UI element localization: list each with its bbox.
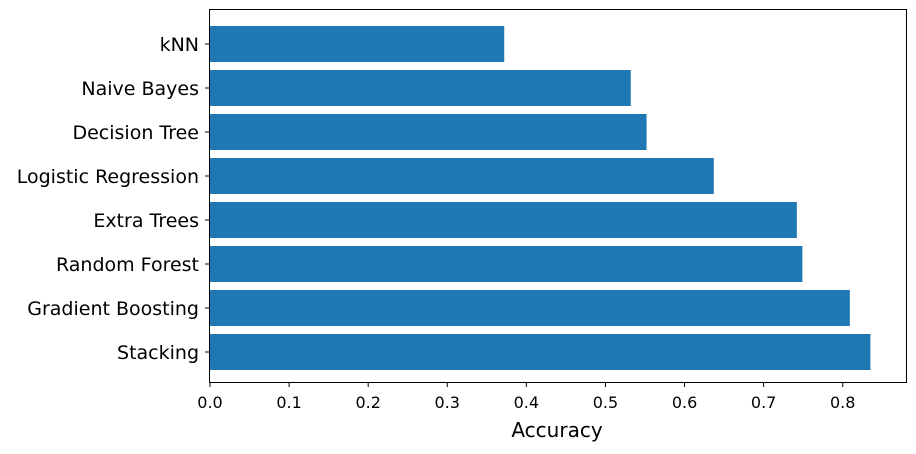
x-tick-label: 0.5	[593, 393, 618, 412]
bar-stacking	[210, 334, 871, 370]
y-tick-label: Naive Bayes	[81, 78, 199, 100]
x-tick-label: 0.2	[355, 393, 380, 412]
x-tick-label: 0.4	[514, 393, 539, 412]
x-axis: 0.0 0.1 0.2 0.3 0.4 0.5 0.6 0.7 0.8	[197, 382, 855, 412]
x-tick-label: 0.7	[751, 393, 776, 412]
x-tick-label: 0.1	[276, 393, 301, 412]
bar-random-forest	[210, 246, 803, 282]
y-tick-label: Extra Trees	[93, 210, 199, 232]
y-tick-label: Random Forest	[56, 254, 199, 276]
y-tick-label: Stacking	[117, 342, 199, 364]
bar-gradient-boosting	[210, 290, 850, 326]
y-tick-label: kNN	[160, 34, 199, 56]
x-tick-label: 0.6	[672, 393, 697, 412]
bar-naive-bayes	[210, 70, 631, 106]
x-tick-label: 0.3	[435, 393, 460, 412]
plot-frame	[209, 9, 907, 383]
x-axis-label: Accuracy	[511, 418, 602, 442]
bar-extra-trees	[210, 202, 797, 238]
x-tick-label: 0.8	[830, 393, 855, 412]
y-tick-label: Decision Tree	[72, 122, 199, 144]
bar-logistic-regression	[210, 158, 714, 194]
bars-layer	[210, 26, 871, 370]
y-axis: kNN Naive Bayes Decision Tree Logistic Regr…	[17, 34, 210, 364]
y-tick-label: Logistic Regression	[17, 166, 199, 188]
y-tick-label: Gradient Boosting	[27, 298, 199, 320]
bar-decision-tree	[210, 114, 647, 150]
x-tick-label: 0.0	[197, 393, 222, 412]
bar-knn	[210, 26, 505, 62]
